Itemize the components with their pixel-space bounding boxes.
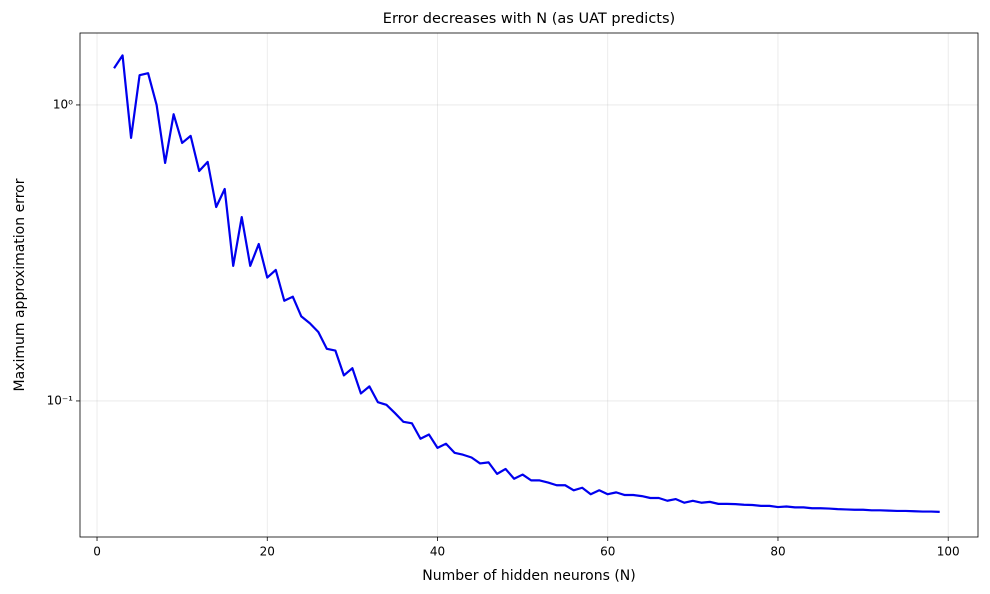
x-axis-label: Number of hidden neurons (N) — [422, 568, 636, 584]
chart-title: Error decreases with N (as UAT predicts) — [383, 11, 675, 27]
x-tick-label: 80 — [770, 545, 785, 559]
x-tick-label: 20 — [260, 545, 275, 559]
y-axis-label: Maximum approximation error — [12, 178, 28, 391]
y-tick-label: 10⁰ — [53, 97, 73, 111]
x-tick-label: 100 — [937, 545, 960, 559]
x-tick-label: 40 — [430, 545, 445, 559]
y-tick-label: 10⁻¹ — [47, 393, 74, 407]
data-line — [113, 54, 940, 513]
x-tick-label: 0 — [93, 545, 101, 559]
x-tick-label: 60 — [600, 545, 615, 559]
plot-frame — [79, 32, 979, 538]
